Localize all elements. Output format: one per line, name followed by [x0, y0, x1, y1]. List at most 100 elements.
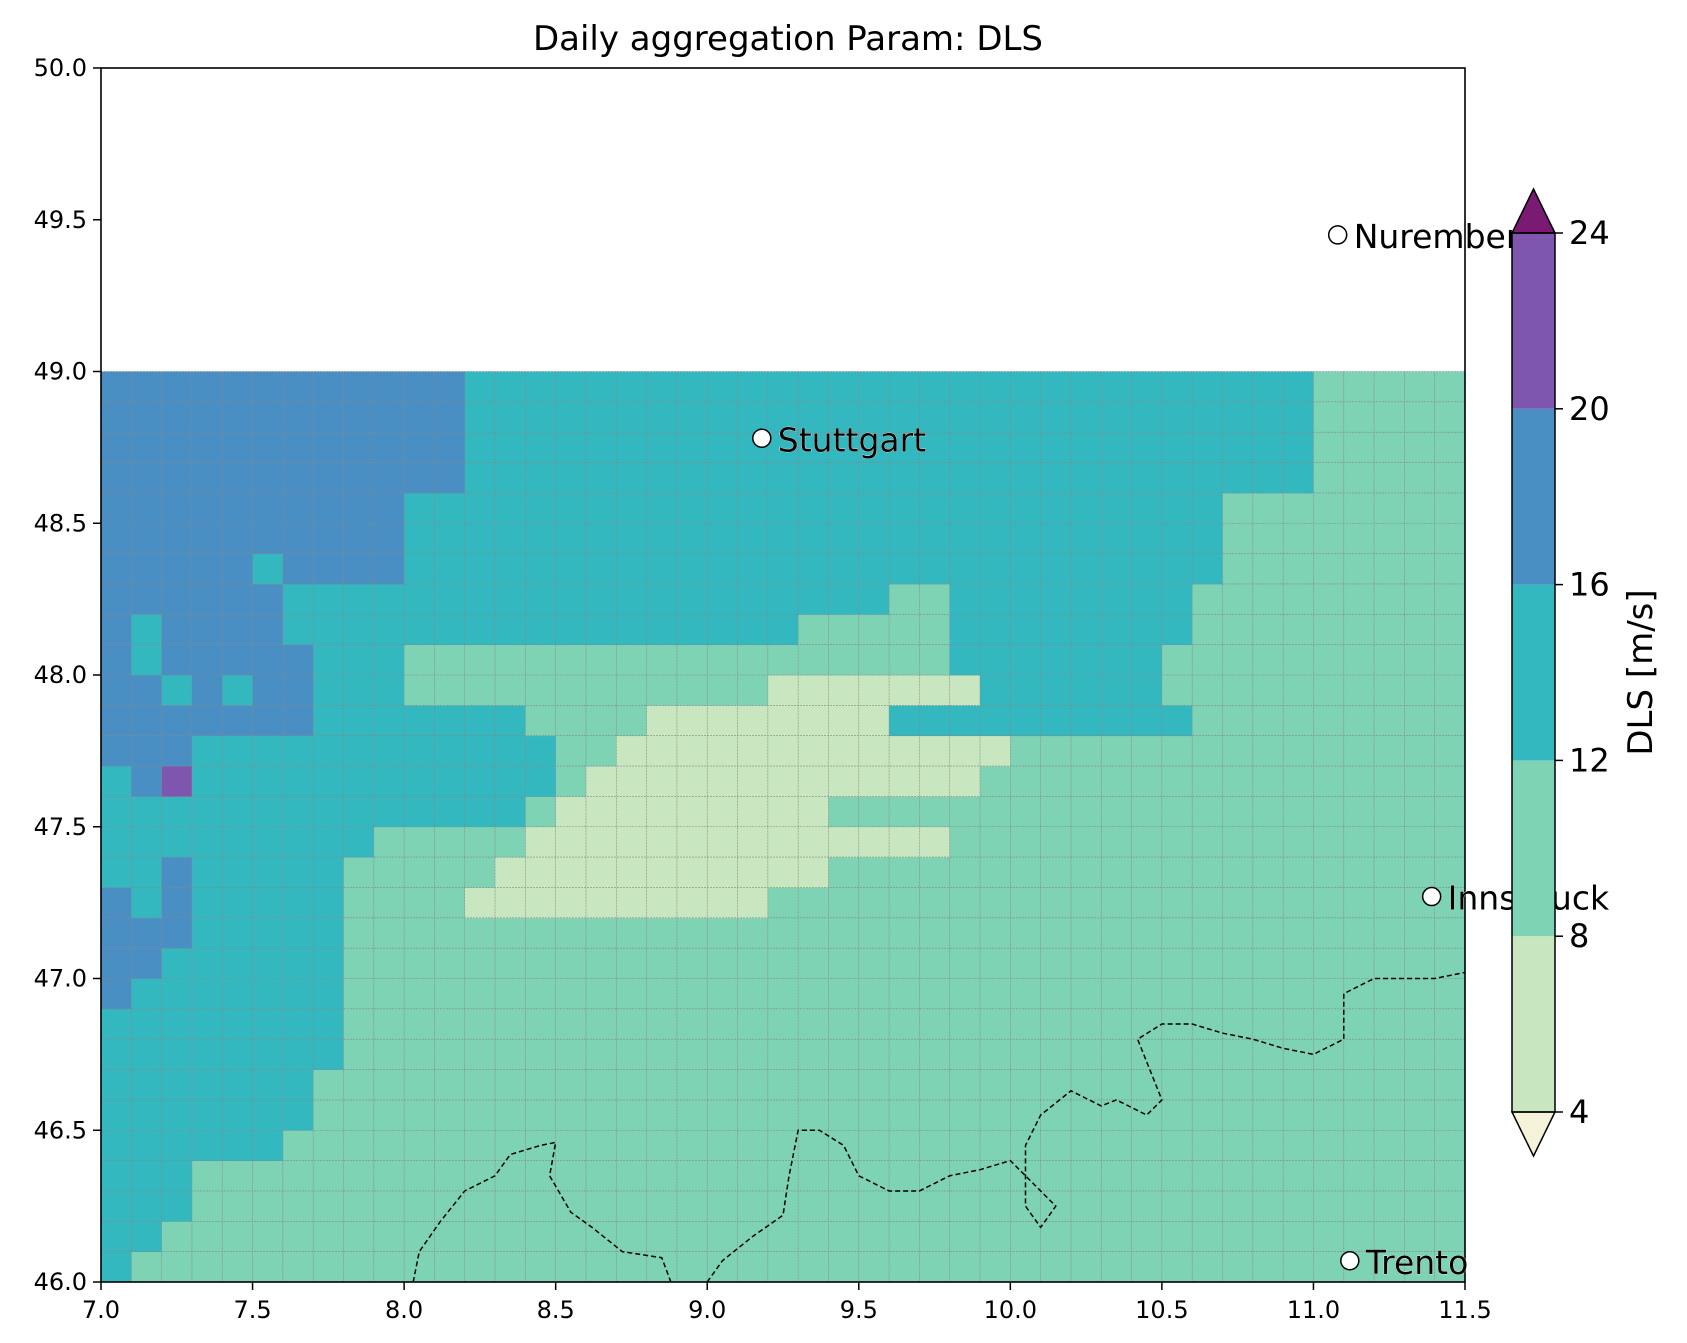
- heatmap-cell: [373, 766, 405, 797]
- heatmap-cell: [1161, 1069, 1193, 1101]
- heatmap-cell: [616, 796, 647, 828]
- heatmap-cell: [1131, 1008, 1163, 1040]
- heatmap-cell: [949, 553, 981, 585]
- x-tick-label: 8.5: [537, 1296, 575, 1324]
- heatmap-cell: [1101, 553, 1132, 585]
- heatmap-cell: [798, 1039, 829, 1070]
- heatmap-cell: [1313, 857, 1345, 888]
- colorbar-tick-label: 4: [1569, 1093, 1589, 1131]
- heatmap-cell: [676, 1251, 708, 1283]
- heatmap-cell: [313, 1099, 344, 1131]
- heatmap-cell: [1010, 644, 1042, 676]
- heatmap-cell: [464, 1130, 496, 1161]
- heatmap-cell: [1252, 1130, 1284, 1161]
- colorbar-segment: [1512, 936, 1555, 1112]
- heatmap-cell: [313, 644, 344, 676]
- heatmap-cell: [737, 796, 769, 828]
- heatmap-cell: [1131, 432, 1163, 463]
- heatmap-cell: [495, 887, 526, 919]
- heatmap-cell: [949, 1130, 981, 1161]
- heatmap-cell: [1404, 462, 1436, 494]
- heatmap-cell: [222, 796, 253, 828]
- heatmap-cell: [555, 1190, 587, 1222]
- heatmap-cell: [828, 1190, 860, 1222]
- heatmap-cell: [646, 1099, 678, 1131]
- city-label: Stuttgart: [778, 420, 926, 459]
- heatmap-cell: [404, 796, 435, 828]
- heatmap-cell: [1101, 917, 1132, 949]
- heatmap-cell: [373, 1251, 405, 1283]
- heatmap-cell: [919, 796, 951, 828]
- heatmap-cell: [1040, 1221, 1072, 1253]
- heatmap-cell: [1040, 1069, 1072, 1101]
- heatmap-cell: [373, 1008, 405, 1040]
- heatmap-cell: [858, 766, 890, 797]
- heatmap-cell: [464, 948, 496, 979]
- heatmap-cell: [616, 766, 647, 797]
- heatmap-cell: [707, 675, 738, 706]
- heatmap-cell: [949, 796, 981, 828]
- heatmap-cell: [1101, 1221, 1132, 1253]
- heatmap-cell: [707, 492, 738, 524]
- heatmap-cell: [949, 1221, 981, 1253]
- heatmap-cell: [1192, 432, 1223, 463]
- y-axis-ticks: 46.0 46.5 47.0 47.5 48.0 48.5 49.0 49.5 50.0: [34, 54, 101, 1296]
- heatmap-cell: [1161, 978, 1193, 1010]
- heatmap-cell: [1313, 675, 1345, 706]
- heatmap-cell: [1101, 401, 1132, 433]
- heatmap-cell: [343, 401, 375, 433]
- heatmap-cell: [1313, 1160, 1345, 1192]
- x-tick-label: 7.0: [82, 1296, 120, 1324]
- heatmap-cell: [101, 1190, 132, 1222]
- heatmap-cell: [676, 553, 708, 585]
- heatmap-cell: [949, 492, 981, 524]
- heatmap-cell: [707, 705, 738, 737]
- heatmap-cell: [555, 796, 587, 828]
- heatmap-cell: [919, 1039, 951, 1070]
- heatmap-cell: [1070, 1190, 1102, 1222]
- heatmap-cell: [191, 705, 223, 737]
- heatmap-cell: [1040, 766, 1072, 797]
- heatmap-cell: [282, 1069, 314, 1101]
- heatmap-cell: [676, 614, 708, 646]
- heatmap-cell: [282, 1221, 314, 1253]
- heatmap-cell: [404, 735, 435, 767]
- heatmap-cell: [889, 978, 920, 1010]
- heatmap-cell: [101, 1069, 132, 1101]
- heatmap-cell: [798, 644, 829, 676]
- heatmap-cell: [434, 978, 466, 1010]
- heatmap-cell: [525, 462, 557, 494]
- heatmap-cell: [737, 1069, 769, 1101]
- heatmap-cell: [404, 583, 435, 615]
- heatmap-cell: [1343, 948, 1375, 979]
- heatmap-cell: [919, 583, 951, 615]
- heatmap-cell: [434, 766, 466, 797]
- heatmap-cell: [191, 948, 223, 979]
- heatmap-cell: [1313, 523, 1345, 554]
- heatmap-cell: [313, 523, 344, 554]
- heatmap-cell: [1252, 492, 1284, 524]
- heatmap-cell: [1434, 523, 1466, 554]
- heatmap-cell: [1040, 887, 1072, 919]
- heatmap-cell: [585, 1130, 617, 1161]
- heatmap-cell: [1404, 432, 1436, 463]
- heatmap-cell: [404, 1160, 435, 1192]
- heatmap-cell: [1131, 978, 1163, 1010]
- heatmap-cell: [161, 644, 193, 676]
- heatmap-cell: [1374, 1130, 1405, 1161]
- heatmap-cell: [1283, 1190, 1314, 1222]
- heatmap-cell: [828, 1221, 860, 1253]
- heatmap-cell: [464, 917, 496, 949]
- heatmap-cell: [343, 1039, 375, 1070]
- heatmap-cell: [1070, 948, 1102, 979]
- heatmap-cell: [616, 675, 647, 706]
- heatmap-cell: [767, 766, 799, 797]
- heatmap-cell: [858, 401, 890, 433]
- heatmap-cell: [1283, 371, 1314, 403]
- heatmap-cell: [1343, 766, 1375, 797]
- heatmap-cell: [798, 766, 829, 797]
- heatmap-cell: [767, 796, 799, 828]
- heatmap-cell: [343, 887, 375, 919]
- city-marker: [1421, 886, 1442, 907]
